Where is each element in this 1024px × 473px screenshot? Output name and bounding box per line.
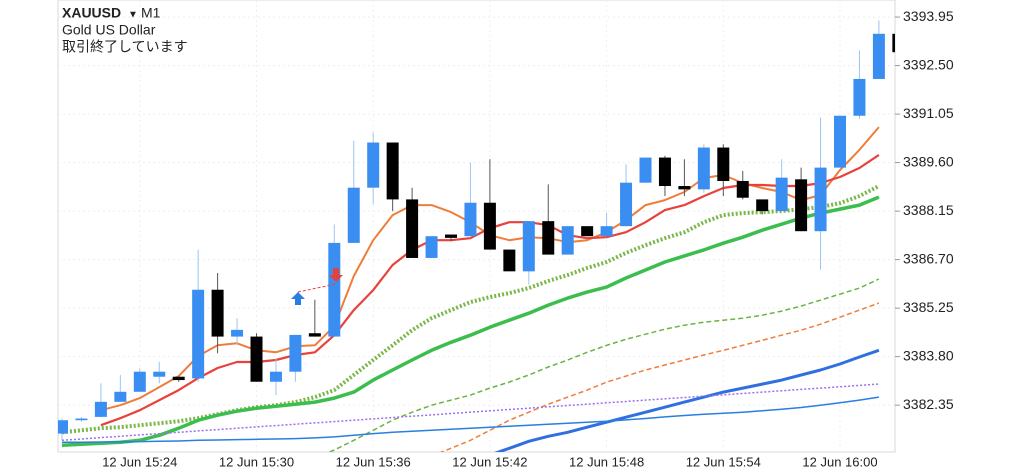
candle-body — [736, 181, 749, 198]
candle-body — [892, 33, 895, 53]
candle-body — [464, 202, 477, 237]
candle-body — [658, 157, 671, 187]
candle-body — [872, 33, 885, 79]
candle-body — [678, 186, 691, 190]
x-tick-label: 12 Jun 15:24 — [102, 454, 177, 469]
dropdown-caret[interactable]: ▼ — [128, 10, 138, 21]
candle-body — [775, 177, 788, 212]
candle-body — [153, 371, 166, 377]
subtitle: Gold US Dollar — [62, 22, 156, 38]
y-tick-label: 3385.25 — [903, 299, 954, 315]
indicator-line — [327, 278, 880, 452]
candle-body — [445, 234, 457, 238]
candle-body — [561, 226, 574, 255]
candle-body — [717, 147, 730, 182]
x-tick-label: 12 Jun 15:48 — [569, 454, 644, 469]
candle-body — [483, 202, 496, 250]
x-tick-label: 12 Jun 15:30 — [219, 454, 294, 469]
candle-body — [250, 336, 263, 382]
candle-body — [308, 333, 321, 337]
indicator-line — [61, 195, 880, 448]
candle-body — [600, 226, 613, 237]
candle-body — [503, 249, 516, 272]
candle-body — [269, 371, 282, 382]
header: XAUUSD ▼ M1 Gold US Dollar 取引終了しています — [62, 5, 188, 55]
candle-body — [581, 226, 594, 237]
x-tick-label: 12 Jun 15:36 — [336, 454, 411, 469]
indicator-line — [439, 302, 880, 452]
y-tick-label: 3388.15 — [903, 202, 954, 218]
y-tick-label: 3389.60 — [903, 153, 954, 169]
candle-body — [367, 142, 380, 188]
market-status: 取引終了しています — [62, 39, 188, 55]
candle-body — [639, 157, 652, 183]
candle-body — [75, 418, 88, 421]
y-tick-label: 3386.70 — [903, 250, 954, 266]
candle-body — [697, 147, 710, 190]
axes: 3393.95 3392.50 3391.05 3389.60 3388.15 3386.… — [102, 8, 954, 470]
plot — [58, 20, 895, 452]
y-tick-label: 3382.35 — [903, 396, 954, 412]
candle-body — [522, 221, 535, 272]
candle-body — [406, 199, 419, 258]
buy-arrow — [291, 292, 305, 305]
candle-body — [620, 182, 633, 227]
candle-body — [114, 391, 127, 402]
x-tick-label: 12 Jun 16:00 — [802, 454, 877, 469]
candle-body — [133, 371, 146, 392]
candle-body — [289, 334, 302, 372]
indicator-line — [62, 396, 880, 444]
candle-body — [853, 78, 866, 116]
candle-body — [58, 420, 68, 434]
candle-body — [347, 187, 360, 243]
candle-body — [172, 376, 185, 381]
candle-body — [328, 242, 341, 337]
candle-body — [211, 289, 224, 337]
indicator-line — [61, 383, 879, 442]
y-tick-label: 3393.95 — [903, 8, 954, 24]
trade-markers — [291, 268, 343, 305]
timeframe: M1 — [141, 5, 161, 21]
indicator-line — [493, 348, 880, 452]
x-tick-label: 12 Jun 15:54 — [686, 454, 761, 469]
sell-arrow — [329, 268, 343, 282]
candle-body — [795, 179, 808, 232]
candle-body — [756, 199, 769, 212]
candle-body — [542, 221, 555, 255]
symbol: XAUUSD — [62, 5, 121, 21]
x-tick-label: 12 Jun 15:42 — [452, 454, 527, 469]
candle-body — [834, 115, 846, 168]
candle-body — [425, 236, 438, 258]
candle-body — [814, 167, 827, 232]
candle-body — [192, 289, 205, 379]
trade-link — [297, 283, 337, 293]
candle-body — [386, 142, 399, 200]
candle-body — [94, 401, 107, 417]
candle-body — [231, 329, 244, 337]
indicator-line — [61, 184, 880, 435]
y-tick-label: 3392.50 — [903, 56, 954, 72]
y-tick-label: 3391.05 — [903, 105, 954, 121]
y-tick-label: 3383.80 — [903, 347, 954, 363]
